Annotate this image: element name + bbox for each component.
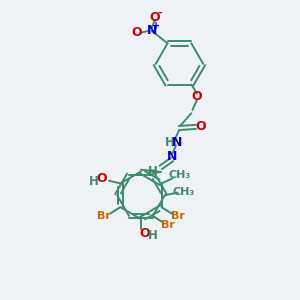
Text: O: O: [150, 11, 160, 24]
Text: N: N: [172, 136, 183, 148]
Text: O: O: [132, 26, 142, 39]
Text: O: O: [192, 90, 202, 103]
Text: CH₃: CH₃: [172, 187, 194, 197]
Text: Br: Br: [161, 220, 175, 230]
Text: H: H: [89, 175, 99, 188]
Text: Br: Br: [171, 211, 185, 221]
Text: -: -: [158, 7, 162, 17]
Text: N: N: [146, 24, 157, 38]
Text: H: H: [148, 229, 158, 242]
Text: Br: Br: [97, 211, 111, 221]
Text: O: O: [196, 120, 206, 134]
Text: O: O: [140, 227, 150, 240]
Text: H: H: [147, 166, 157, 178]
Text: H: H: [165, 136, 175, 148]
Text: CH₃: CH₃: [169, 170, 191, 181]
Text: O: O: [97, 172, 107, 185]
Text: +: +: [152, 21, 160, 31]
Text: N: N: [167, 150, 177, 163]
